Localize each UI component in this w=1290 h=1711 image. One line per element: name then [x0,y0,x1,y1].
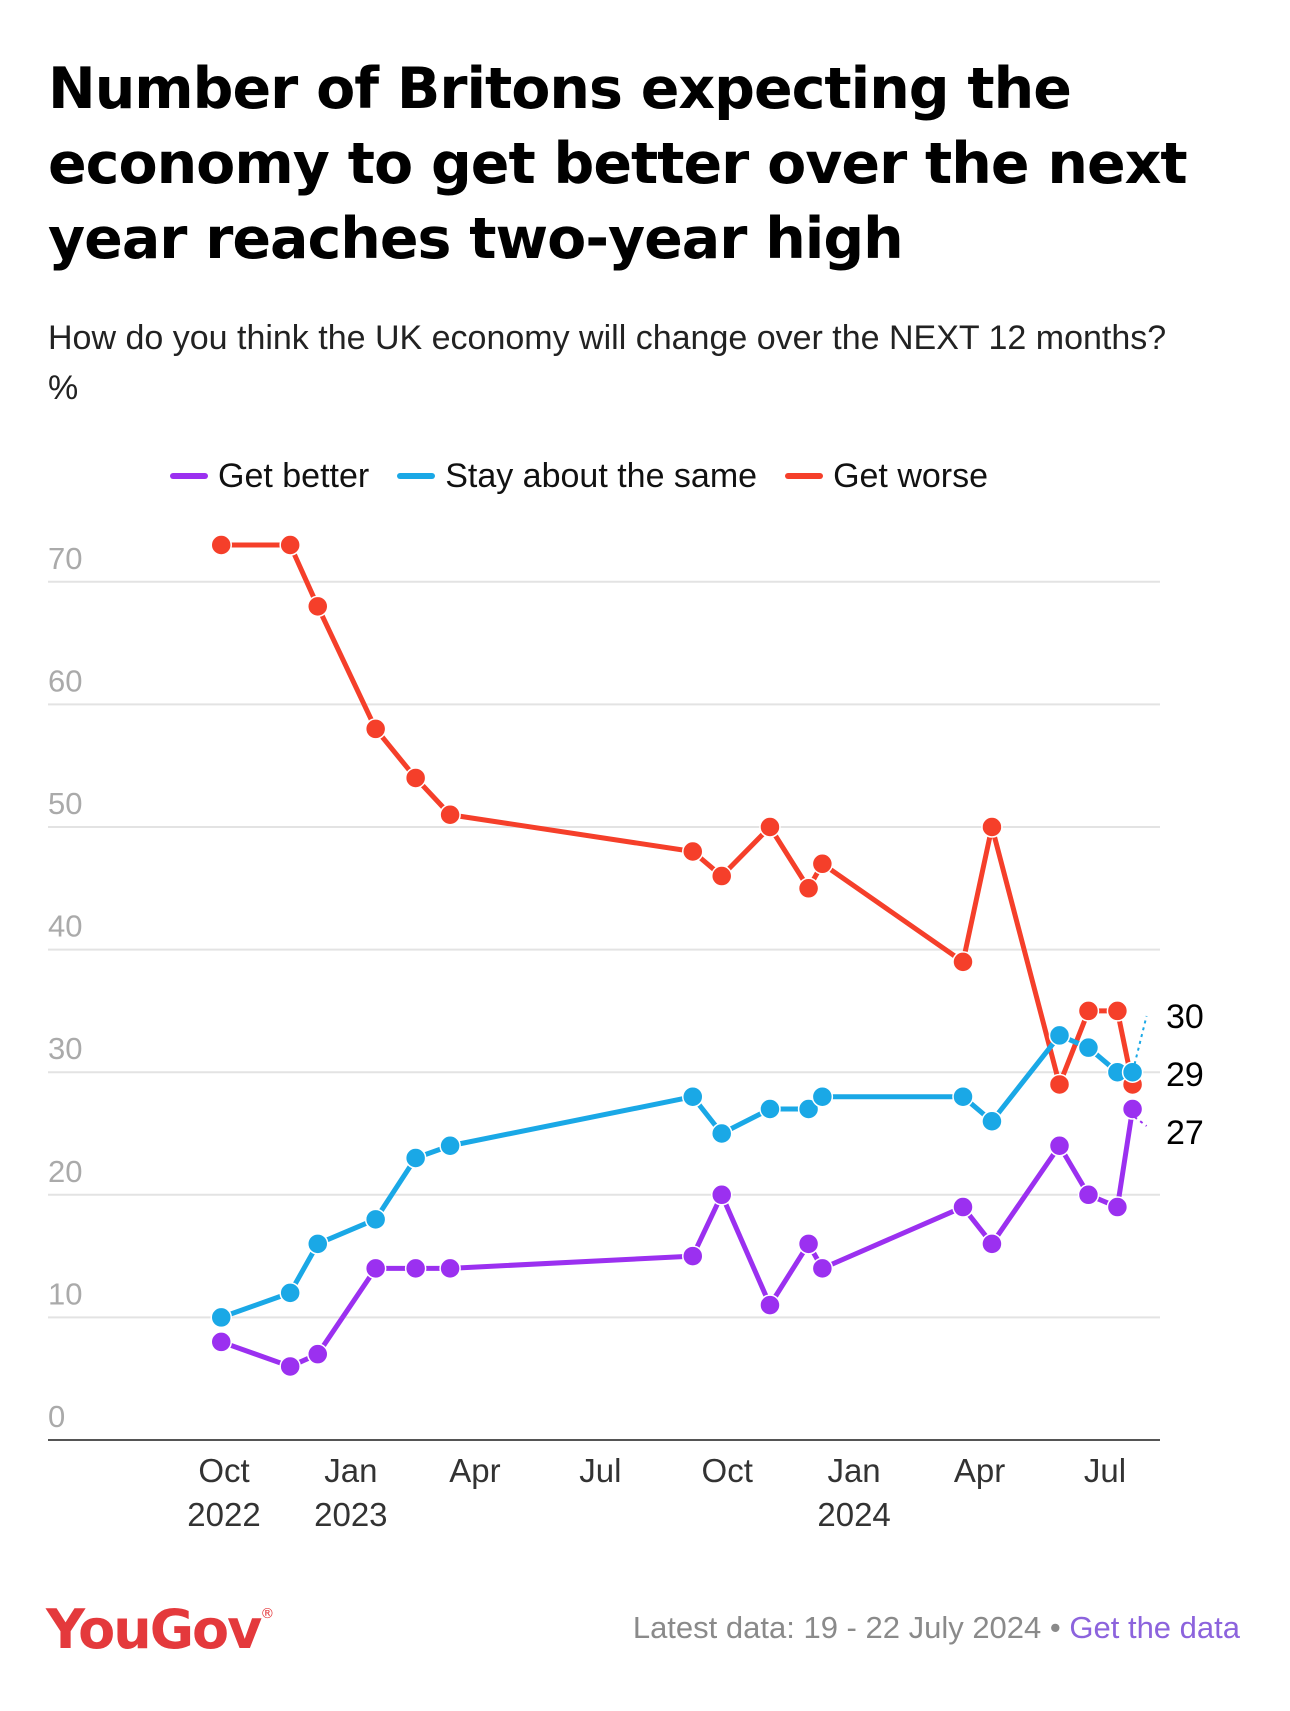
end-leader-better [1133,1116,1148,1127]
x-tick-label-5-0: Jan [827,1452,880,1489]
point-better-11 [952,1196,974,1218]
point-better-15 [1106,1196,1129,1218]
line-chart: 0 10 20 30 40 50 60 70 27 30 29 Oct 2022 Jan 2023 Apr… [48,534,1204,1533]
point-worse-14 [1077,1000,1100,1022]
point-worse-10 [811,853,834,875]
x-tick-label-0-0: Oct [198,1452,249,1489]
series-line-same [218,1032,1136,1320]
legend-swatch-get-worse [785,473,824,479]
point-better-6 [682,1245,704,1267]
point-better-1 [279,1355,301,1378]
point-same-14 [1077,1036,1100,1059]
point-worse-8 [759,816,781,838]
legend-label-get-worse: Get worse [833,456,989,495]
series-layer [210,534,1144,1378]
point-worse-3 [364,718,387,740]
y-tick-label-40: 40 [48,909,82,944]
point-same-8 [759,1098,781,1120]
x-tick-label-1-0: Jan [324,1452,377,1489]
legend-item-stay-same: Stay about the same [397,457,757,496]
point-worse-5 [439,803,461,826]
point-better-4 [404,1257,427,1280]
end-label-worse: 29 [1166,1056,1204,1094]
point-same-12 [981,1110,1003,1132]
point-worse-13 [1048,1073,1071,1096]
yougov-logo: YouGov® [46,1598,274,1661]
point-better-2 [307,1343,329,1365]
y-tick-label-20: 20 [48,1154,82,1189]
y-tick-label-10: 10 [48,1276,82,1311]
end-label-same: 30 [1166,998,1204,1036]
point-better-14 [1077,1184,1100,1206]
chart-subtitle: How do you think the UK economy will cha… [48,319,1167,407]
legend-label-stay-same: Stay about the same [445,456,758,495]
point-better-9 [797,1233,820,1255]
point-same-7 [710,1122,733,1145]
point-same-4 [404,1147,427,1169]
point-worse-2 [307,595,329,618]
x-tick-label-1-1: 2023 [314,1496,387,1533]
point-same-9 [797,1098,820,1120]
grid-layer: 0 10 20 30 40 50 60 70 [48,541,1160,1441]
footer-separator: • [1041,1610,1070,1645]
point-same-11 [952,1085,974,1108]
point-worse-9 [797,877,820,900]
point-same-1 [279,1282,301,1304]
logo-registered-mark: ® [260,1606,275,1622]
point-better-5 [439,1257,461,1280]
logo-text: YouGov [46,1598,262,1661]
point-worse-0 [210,534,232,556]
legend-swatch-stay-same [397,473,436,479]
x-tick-label-2-0: Apr [449,1452,500,1489]
x-tick-label-5-1: 2024 [817,1496,890,1533]
chart-title: Number of Britons expecting the economy … [48,56,1188,272]
point-worse-7 [710,865,733,887]
legend-item-get-better: Get better [170,457,369,496]
x-tick-label-4-0: Oct [702,1452,753,1489]
point-same-2 [307,1233,329,1255]
y-tick-label-30: 30 [48,1031,82,1066]
point-worse-11 [952,951,974,973]
point-better-16 [1121,1098,1144,1120]
y-tick-label-50: 50 [48,786,82,821]
point-worse-4 [404,767,427,789]
point-better-3 [364,1257,387,1280]
end-label-better: 27 [1166,1114,1204,1152]
point-same-16 [1121,1061,1144,1083]
x-tick-label-0-1: 2022 [187,1496,260,1533]
point-better-7 [710,1184,733,1206]
point-better-10 [811,1257,834,1280]
point-same-6 [682,1085,704,1108]
x-tick-label-3-0: Jul [579,1452,621,1489]
series-line-worse [218,542,1136,1087]
x-tick-label-7-0: Jul [1084,1452,1126,1489]
legend-label-get-better: Get better [218,456,370,495]
point-same-3 [364,1208,387,1231]
x-tick-label-6-0: Apr [954,1452,1005,1489]
legend-item-get-worse: Get worse [785,457,988,496]
footer-note: Latest data: 19 - 22 July 2024 • Get the… [633,1610,1240,1646]
y-tick-label-70: 70 [48,541,82,576]
legend-swatch-get-better [170,473,208,479]
point-same-5 [439,1135,461,1157]
point-same-0 [210,1306,232,1329]
point-same-13 [1048,1024,1071,1047]
y-tick-label-0: 0 [48,1399,65,1434]
latest-data-text: Latest data: 19 - 22 July 2024 [632,1610,1042,1645]
get-the-data-link[interactable]: Get the data [1069,1610,1240,1645]
y-tick-label-60: 60 [48,663,82,698]
point-better-13 [1048,1135,1071,1157]
point-worse-6 [682,840,704,863]
point-worse-15 [1106,1000,1129,1022]
point-worse-12 [981,816,1003,838]
point-better-12 [981,1233,1003,1255]
x-axis: Oct 2022 Jan 2023 Apr Jul Oct Jan 2024 Apr Jul [187,1452,1126,1533]
end-label-layer: 27 30 29 [1133,998,1204,1152]
point-worse-1 [279,534,301,556]
end-leader-same [1133,1015,1148,1065]
legend: Get better Stay about the same Get worse [170,454,1016,498]
point-better-8 [759,1294,781,1316]
point-better-0 [210,1331,232,1353]
point-same-10 [811,1085,834,1108]
